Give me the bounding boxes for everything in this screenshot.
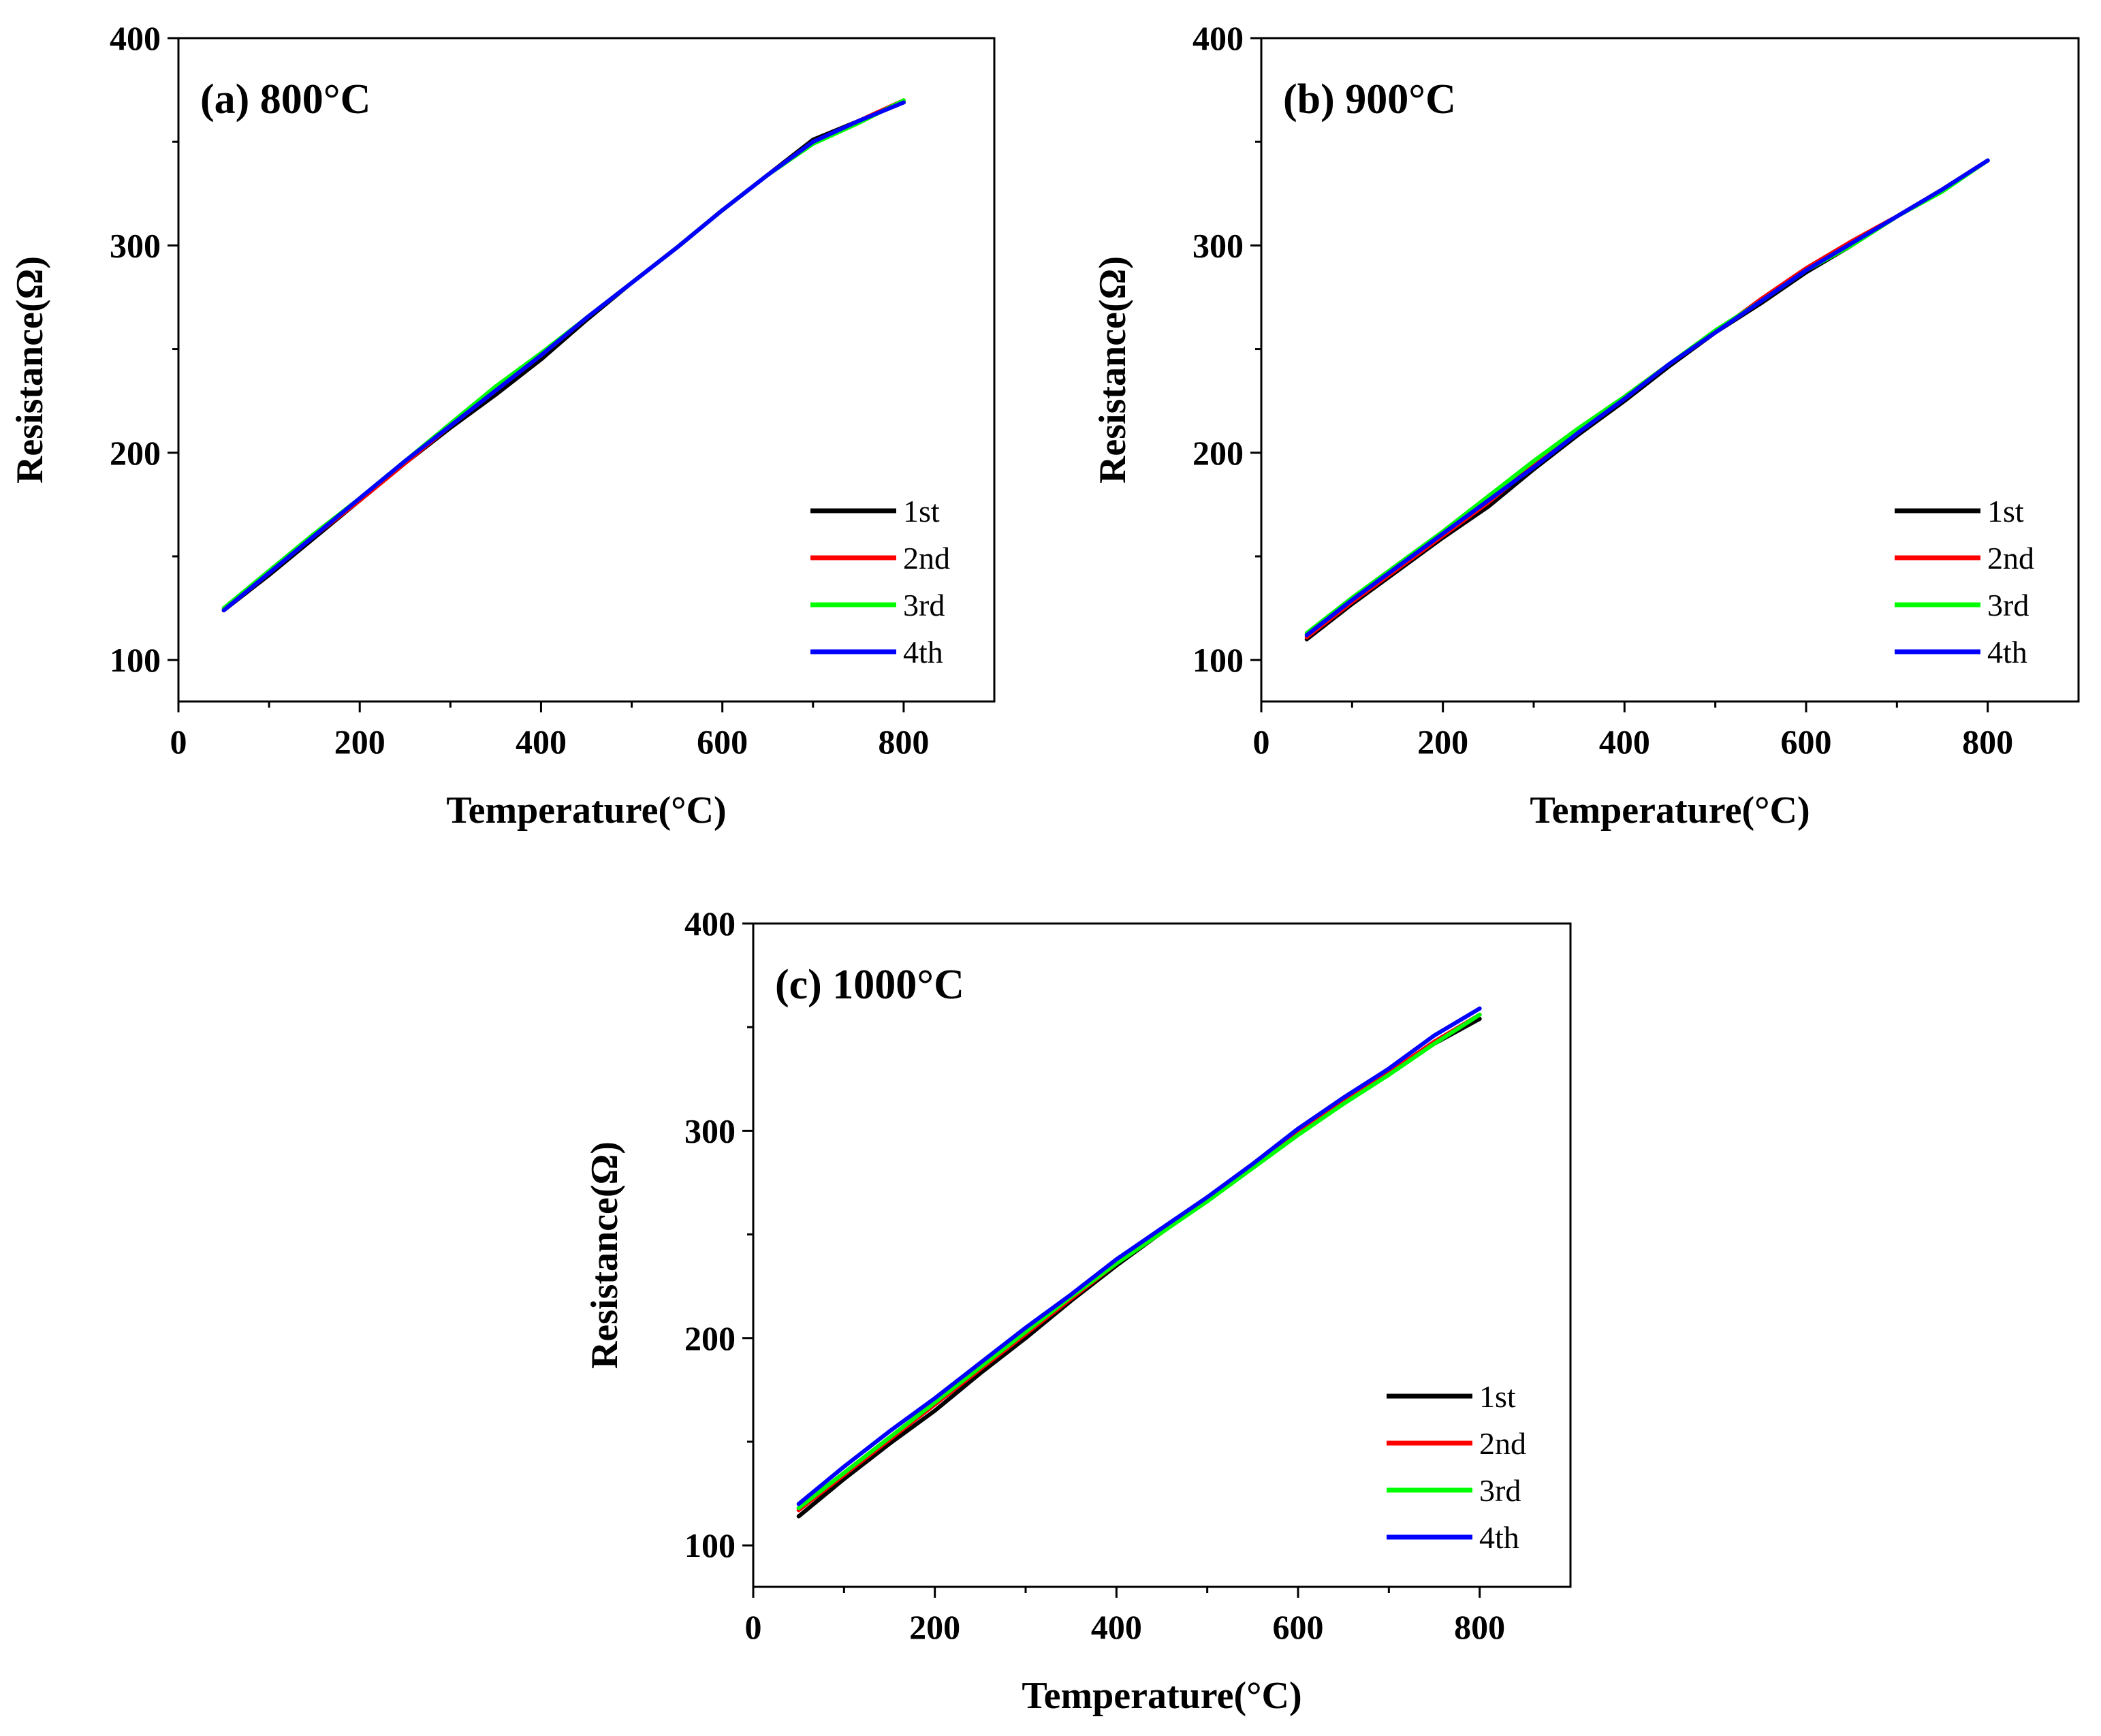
y-tick-label: 400 [1192, 19, 1244, 57]
x-tick-label: 400 [516, 723, 567, 761]
x-axis-label: Temperature(°C) [446, 789, 726, 832]
x-tick-label: 800 [878, 723, 929, 761]
series-line-4th [221, 100, 906, 613]
chart-panel-a: 0 200 400 600 800 100 200 300 400 Temperature(°C)… [9, 19, 996, 832]
x-tick-label: 0 [170, 723, 187, 761]
series-line-4th [1304, 158, 1990, 637]
legend-label: 2nd [1479, 1426, 1526, 1461]
plot-frame [1260, 37, 2080, 703]
panel-title: (b) 900°C [1283, 76, 1456, 123]
y-tick-label: 100 [1192, 641, 1244, 679]
x-tick-label: 200 [1417, 723, 1468, 761]
y-tick-label: 400 [110, 19, 161, 57]
legend-label: 4th [903, 635, 943, 669]
legend-label: 2nd [903, 541, 950, 575]
x-axis-label: Temperature(°C) [1530, 789, 1810, 832]
legend-label: 3rd [903, 588, 945, 622]
x-axis-label: Temperature(°C) [1022, 1675, 1301, 1717]
series-line-1st [796, 1017, 1482, 1519]
series-line-2nd [1304, 158, 1990, 640]
legend-label: 3rd [1987, 588, 2029, 622]
x-tick-label: 200 [334, 723, 385, 761]
legend-label: 4th [1479, 1520, 1519, 1555]
x-tick-label: 800 [1454, 1608, 1505, 1646]
series-line-1st [221, 100, 906, 613]
y-tick-label: 100 [684, 1526, 736, 1564]
legend-label: 1st [903, 494, 940, 528]
x-tick-label: 0 [745, 1608, 762, 1646]
x-tick-label: 600 [1781, 723, 1832, 761]
y-axis-label: Resistance(Ω) [1092, 256, 1134, 484]
chart-panel-c: 0 200 400 600 800 100 200 300 400 Temperature(°C)… [584, 904, 1572, 1717]
y-tick-label: 200 [684, 1319, 736, 1357]
y-tick-label: 200 [1192, 434, 1244, 472]
x-tick-label: 0 [1253, 723, 1270, 761]
legend-label: 4th [1987, 635, 2027, 669]
series-line-1st [1304, 158, 1990, 642]
chart-panel-b: 0 200 400 600 800 100 200 300 400 Temperature(°C)… [1092, 19, 2080, 832]
y-axis-label: Resistance(Ω) [584, 1141, 626, 1369]
x-tick-label: 400 [1091, 1608, 1142, 1646]
x-tick-label: 400 [1599, 723, 1650, 761]
x-tick-label: 600 [697, 723, 748, 761]
panel-title: (a) 800°C [200, 76, 370, 123]
y-tick-label: 300 [110, 226, 161, 264]
y-tick-label: 300 [684, 1111, 736, 1150]
x-tick-label: 800 [1962, 723, 2013, 761]
legend-label: 3rd [1479, 1473, 1521, 1508]
x-tick-label: 200 [909, 1608, 960, 1646]
y-tick-label: 300 [1192, 226, 1244, 264]
legend-label: 1st [1479, 1379, 1516, 1414]
legend-label: 2nd [1987, 541, 2034, 575]
plot-frame [177, 37, 996, 703]
series-line-3rd [796, 1012, 1482, 1511]
legend-label: 1st [1987, 494, 2024, 528]
series-line-3rd [221, 98, 906, 610]
panel-title: (c) 1000°C [775, 962, 964, 1008]
y-tick-label: 400 [684, 904, 736, 943]
y-axis-label: Resistance(Ω) [9, 256, 51, 484]
series-line-4th [796, 1006, 1482, 1506]
y-tick-label: 100 [110, 641, 161, 679]
y-tick-label: 200 [110, 434, 161, 472]
x-tick-label: 600 [1273, 1608, 1324, 1646]
series-line-2nd [221, 98, 906, 613]
plot-frame [752, 922, 1572, 1588]
